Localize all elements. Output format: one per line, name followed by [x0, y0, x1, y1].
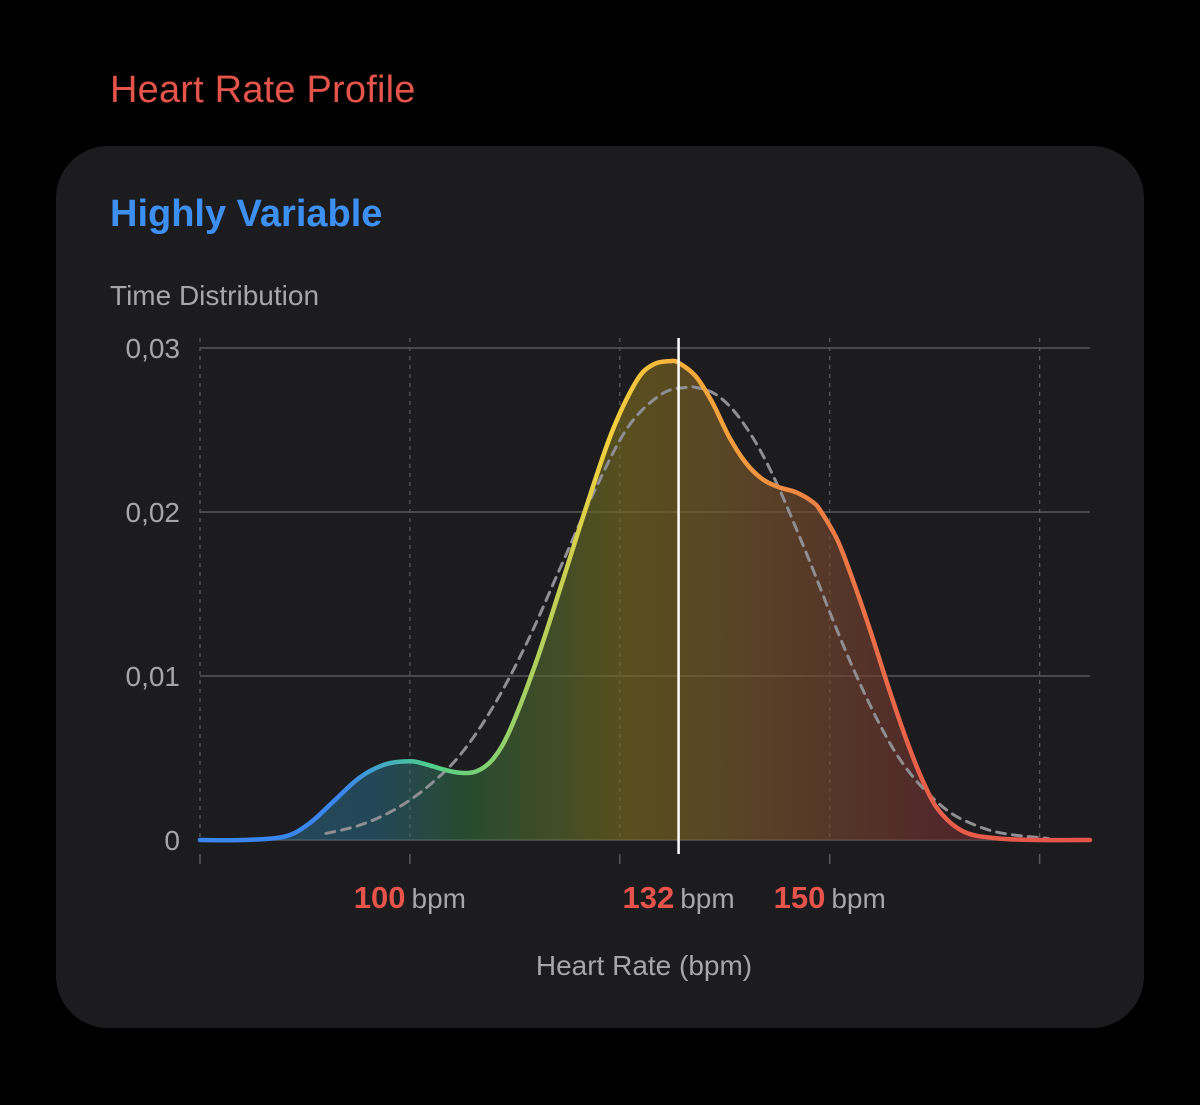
x-highlight-unit: bpm [831, 883, 885, 914]
y-tick-label: 0 [164, 825, 180, 856]
distribution-area [200, 360, 1090, 841]
variability-label: Highly Variable [110, 193, 383, 235]
x-highlight-label: 100 bpm [354, 880, 466, 915]
series [197, 338, 1093, 854]
y-tick-label: 0,02 [126, 497, 181, 528]
x-axis-label: Heart Rate (bpm) [536, 950, 752, 981]
x-highlight-value: 100 [354, 880, 406, 915]
x-highlight-value: 150 [774, 880, 826, 915]
y-tick-label: 0,01 [126, 661, 181, 692]
page-title: Heart Rate Profile [110, 69, 416, 111]
reference-curve [324, 385, 1050, 840]
x-highlight-unit: bpm [680, 883, 734, 914]
x-highlight-value: 132 [622, 880, 674, 915]
x-highlight-label: 150 bpm [774, 880, 886, 915]
x-highlight-unit: bpm [412, 883, 466, 914]
y-tick-label: 0,03 [126, 333, 181, 364]
x-highlight-label: 132 bpm [622, 880, 734, 915]
chart-subtitle: Time Distribution [110, 280, 320, 311]
distribution-line [197, 358, 1093, 843]
